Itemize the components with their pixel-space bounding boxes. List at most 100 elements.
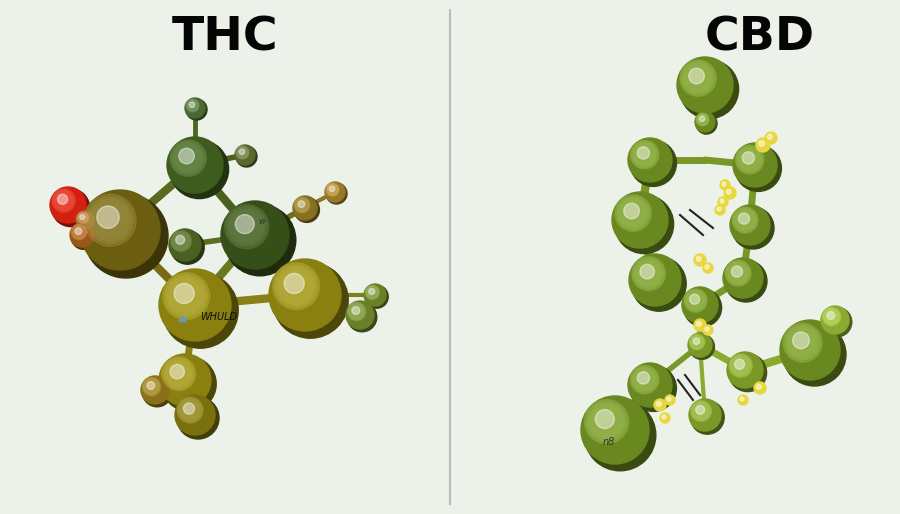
Circle shape (640, 264, 654, 279)
Circle shape (71, 224, 87, 240)
Circle shape (167, 277, 205, 315)
Circle shape (238, 148, 247, 157)
Circle shape (732, 266, 742, 277)
Circle shape (697, 321, 701, 326)
Circle shape (97, 206, 119, 228)
Circle shape (350, 305, 363, 318)
Circle shape (690, 335, 704, 349)
Circle shape (273, 263, 320, 309)
Circle shape (683, 63, 713, 93)
Circle shape (78, 213, 86, 222)
Circle shape (584, 399, 656, 471)
Circle shape (53, 190, 74, 211)
Circle shape (188, 101, 197, 110)
Circle shape (634, 260, 662, 287)
Circle shape (639, 264, 657, 282)
Circle shape (165, 360, 192, 387)
Circle shape (685, 290, 706, 311)
Circle shape (163, 272, 239, 348)
Circle shape (163, 273, 210, 320)
Circle shape (735, 145, 764, 174)
Circle shape (170, 364, 184, 379)
Circle shape (726, 189, 731, 194)
Circle shape (230, 211, 262, 242)
Circle shape (175, 145, 201, 171)
Circle shape (176, 235, 184, 244)
Circle shape (165, 275, 207, 317)
Circle shape (731, 266, 744, 280)
Circle shape (734, 209, 755, 230)
Circle shape (72, 225, 86, 239)
Circle shape (630, 140, 677, 187)
Circle shape (689, 334, 705, 350)
Circle shape (680, 60, 716, 96)
Circle shape (727, 263, 749, 283)
Circle shape (723, 258, 763, 298)
Circle shape (733, 143, 777, 187)
Circle shape (632, 256, 665, 290)
Circle shape (732, 207, 774, 249)
Circle shape (163, 358, 194, 389)
Circle shape (690, 336, 703, 348)
Circle shape (595, 410, 617, 432)
Circle shape (141, 376, 169, 404)
Circle shape (349, 304, 364, 319)
Circle shape (632, 256, 686, 311)
Circle shape (329, 186, 335, 192)
Circle shape (581, 396, 649, 464)
Circle shape (621, 201, 644, 224)
Circle shape (827, 311, 834, 319)
Circle shape (173, 232, 189, 249)
Circle shape (629, 254, 681, 306)
Circle shape (718, 197, 728, 207)
Circle shape (279, 269, 312, 302)
Circle shape (693, 338, 700, 344)
Circle shape (823, 307, 851, 337)
Circle shape (175, 234, 187, 247)
Circle shape (147, 381, 156, 391)
Circle shape (684, 289, 707, 313)
Circle shape (298, 201, 305, 208)
Circle shape (179, 399, 201, 420)
Circle shape (742, 152, 757, 167)
Circle shape (792, 332, 812, 352)
Circle shape (295, 198, 309, 212)
Circle shape (738, 395, 748, 405)
Circle shape (171, 231, 192, 251)
Circle shape (351, 306, 362, 317)
Circle shape (638, 263, 659, 284)
Circle shape (654, 399, 666, 411)
Circle shape (785, 325, 820, 360)
Circle shape (730, 355, 752, 376)
Circle shape (634, 144, 654, 164)
Circle shape (298, 201, 306, 209)
Circle shape (677, 57, 733, 113)
Circle shape (696, 406, 706, 416)
Circle shape (328, 185, 337, 194)
Circle shape (79, 214, 86, 221)
Circle shape (687, 292, 704, 309)
Circle shape (585, 399, 629, 444)
Circle shape (636, 372, 652, 387)
Circle shape (730, 205, 770, 245)
Circle shape (369, 288, 374, 295)
Circle shape (173, 283, 197, 307)
Circle shape (183, 403, 196, 416)
Circle shape (630, 365, 659, 394)
Circle shape (147, 381, 155, 390)
Circle shape (695, 405, 707, 417)
Circle shape (167, 137, 223, 193)
Circle shape (592, 408, 620, 435)
Circle shape (725, 260, 752, 286)
Circle shape (172, 232, 191, 250)
Circle shape (734, 358, 748, 373)
Circle shape (636, 261, 661, 285)
Circle shape (162, 357, 195, 391)
Text: w: w (258, 217, 265, 227)
Circle shape (352, 306, 360, 315)
Circle shape (52, 189, 76, 212)
Circle shape (729, 354, 767, 392)
Circle shape (705, 327, 709, 331)
Circle shape (74, 226, 85, 237)
Circle shape (694, 254, 706, 266)
